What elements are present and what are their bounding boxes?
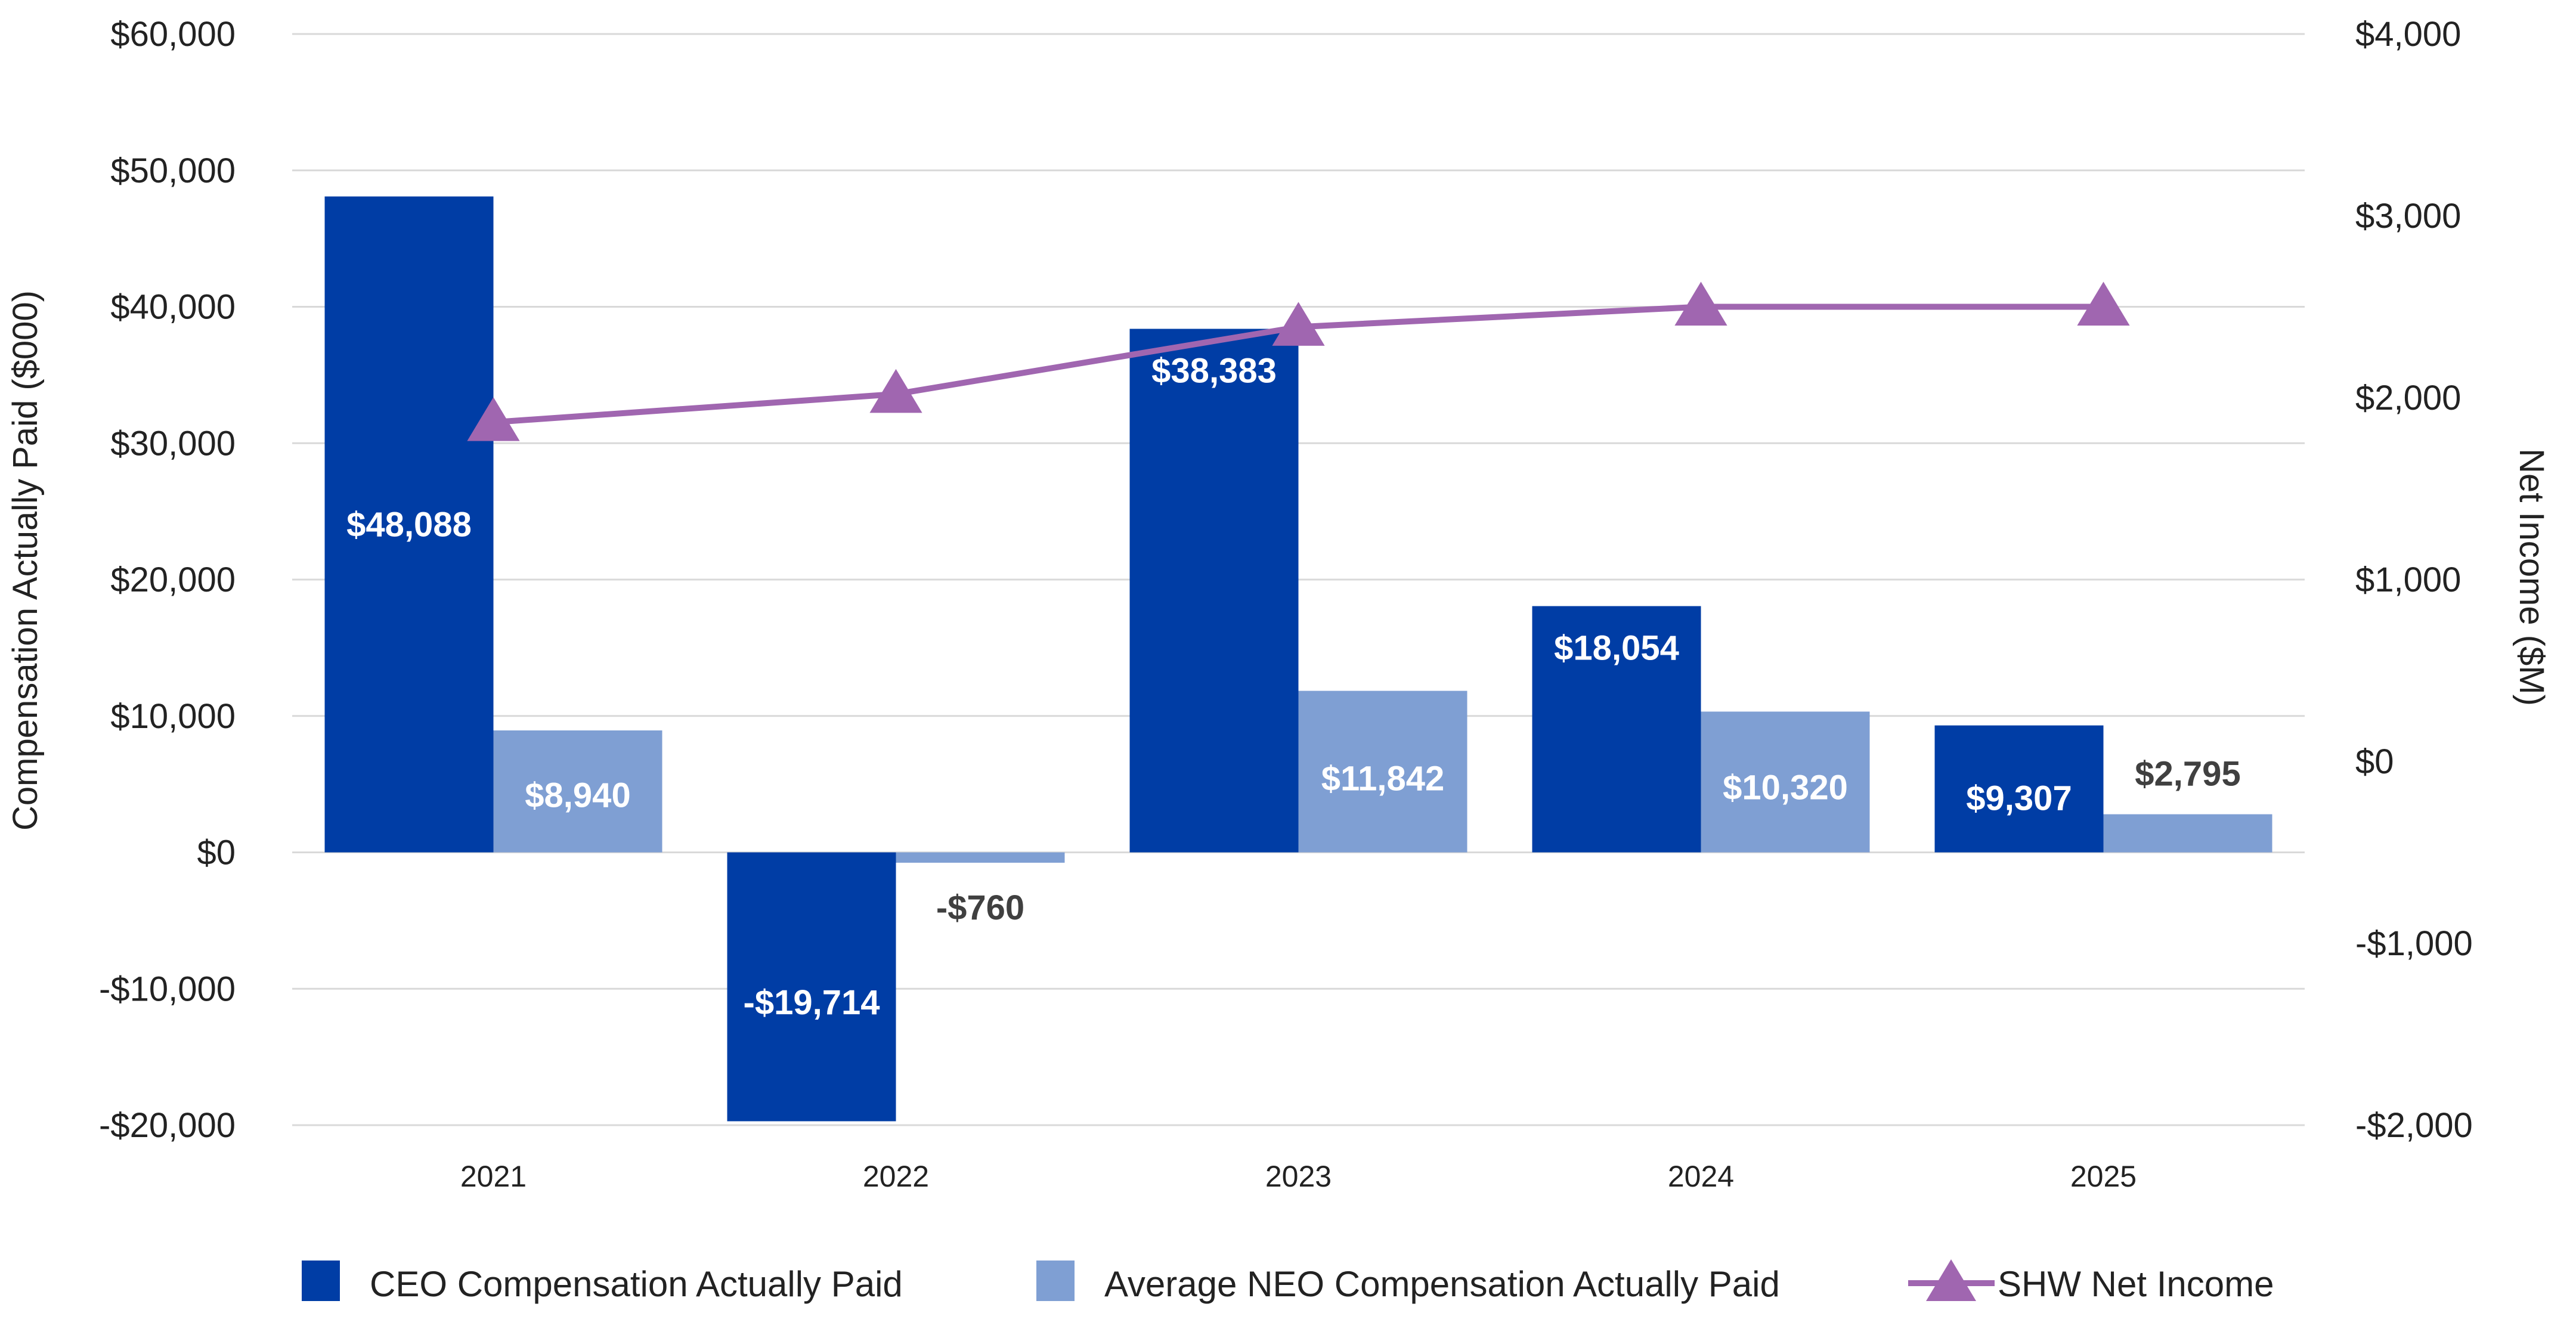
ceo-bar-label: $9,307 bbox=[1966, 779, 2072, 818]
neo-bar bbox=[896, 852, 1065, 863]
net-income-marker bbox=[2077, 281, 2130, 326]
legend-label-net-income: SHW Net Income bbox=[1998, 1264, 2274, 1304]
y-right-tick-label: -$1,000 bbox=[2355, 924, 2473, 963]
neo-bar-label: $8,940 bbox=[525, 776, 630, 815]
neo-bar bbox=[2103, 814, 2272, 853]
legend-swatch-neo bbox=[1036, 1261, 1075, 1301]
x-tick-label: 2025 bbox=[2070, 1160, 2137, 1193]
neo-bar-label: $10,320 bbox=[1723, 768, 1848, 807]
x-tick-label: 2021 bbox=[460, 1160, 527, 1193]
ceo-bar bbox=[1934, 725, 2104, 853]
ceo-bar-label: -$19,714 bbox=[744, 983, 880, 1022]
net-income-marker bbox=[1674, 281, 1727, 326]
y-left-tick-label: $60,000 bbox=[110, 15, 236, 54]
y-right-tick-label: $0 bbox=[2355, 742, 2394, 781]
x-tick-label: 2022 bbox=[863, 1160, 929, 1193]
neo-bar-label: $2,795 bbox=[2135, 755, 2240, 794]
bars bbox=[324, 196, 2272, 1122]
x-tick-label: 2024 bbox=[1668, 1160, 1734, 1193]
y-axis-right-title: Net Income ($M) bbox=[2512, 448, 2551, 706]
net-income-marker bbox=[467, 397, 520, 441]
net-income-marker bbox=[1272, 302, 1325, 346]
neo-bar bbox=[1701, 711, 1870, 853]
y-left-tick-label: $10,000 bbox=[110, 697, 236, 736]
y-right-tick-label: $4,000 bbox=[2355, 15, 2461, 54]
y-left-tick-label: $30,000 bbox=[110, 424, 236, 463]
neo-bar-label: $11,842 bbox=[1321, 760, 1444, 798]
data-labels: $48,088 $8,940 -$19,714 -$760 $38,383 $11,842… bbox=[346, 351, 2241, 1022]
y-left-tick-label: -$20,000 bbox=[99, 1106, 236, 1145]
y-left-tick-label: $50,000 bbox=[110, 151, 236, 190]
y-right-tick-label: $3,000 bbox=[2355, 197, 2461, 236]
ceo-bar-label: $18,054 bbox=[1554, 629, 1679, 668]
ceo-bar-label: $38,383 bbox=[1151, 351, 1277, 390]
ceo-bar bbox=[324, 196, 494, 853]
y-left-tick-label: $20,000 bbox=[110, 560, 236, 599]
net-income-line bbox=[467, 281, 2130, 441]
ceo-bar bbox=[1532, 606, 1701, 853]
ceo-bar bbox=[727, 852, 896, 1122]
legend-marker-net-income bbox=[1926, 1259, 1976, 1301]
ceo-bar-label: $48,088 bbox=[346, 505, 472, 544]
ceo-bar bbox=[1129, 329, 1299, 853]
y-left-tick-label: -$10,000 bbox=[99, 970, 236, 1008]
legend-swatch-ceo bbox=[302, 1261, 340, 1301]
y-right-tick-label: -$2,000 bbox=[2355, 1106, 2473, 1145]
x-tick-label: 2023 bbox=[1265, 1160, 1332, 1193]
legend: CEO Compensation Actually Paid Average NE… bbox=[302, 1259, 2274, 1304]
legend-label-ceo: CEO Compensation Actually Paid bbox=[370, 1264, 903, 1304]
axes: Compensation Actually Paid ($000) Net In… bbox=[6, 15, 2551, 1193]
y-right-tick-label: $2,000 bbox=[2355, 379, 2461, 417]
y-axis-left-title: Compensation Actually Paid ($000) bbox=[6, 290, 45, 831]
neo-bar bbox=[493, 730, 662, 853]
y-left-tick-label: $40,000 bbox=[110, 288, 236, 327]
y-left-tick-label: $0 bbox=[197, 834, 236, 872]
y-right-tick-label: $1,000 bbox=[2355, 560, 2461, 599]
net-income-marker bbox=[869, 368, 922, 413]
neo-bar bbox=[1298, 690, 1467, 853]
legend-label-neo: Average NEO Compensation Actually Paid bbox=[1104, 1264, 1780, 1304]
neo-bar-label: -$760 bbox=[936, 888, 1024, 927]
